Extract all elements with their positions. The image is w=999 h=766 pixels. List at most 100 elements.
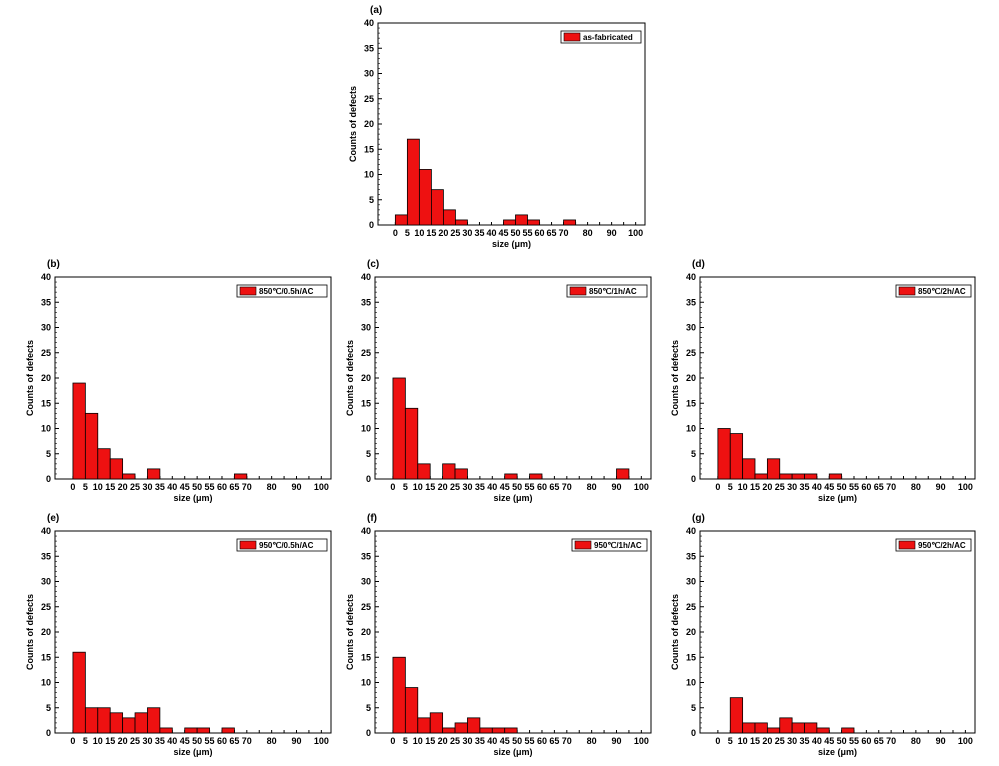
histogram-bar <box>72 382 86 480</box>
histogram-bar <box>455 219 468 226</box>
x-tick-label: 90 <box>291 482 301 492</box>
x-tick-label: 65 <box>874 736 884 746</box>
y-tick-label: 35 <box>41 551 51 561</box>
y-tick-label: 0 <box>366 728 371 738</box>
x-axis-label: size (μm) <box>818 747 857 757</box>
x-tick-label: 60 <box>217 736 227 746</box>
x-tick-label: 0 <box>393 228 398 238</box>
x-tick-label: 15 <box>425 482 435 492</box>
x-tick-label: 80 <box>587 736 597 746</box>
y-axis-label: Counts of defects <box>670 340 680 416</box>
x-tick-label: 0 <box>390 736 395 746</box>
histogram-bar <box>804 473 818 480</box>
x-tick-label: 90 <box>607 228 617 238</box>
x-tick-label: 60 <box>217 482 227 492</box>
legend-label: 950℃/0.5h/AC <box>259 541 314 550</box>
panel-label: (d) <box>692 259 705 270</box>
x-tick-label: 15 <box>426 228 436 238</box>
x-tick-label: 70 <box>886 482 896 492</box>
x-tick-label: 70 <box>559 228 569 238</box>
x-tick-label: 20 <box>438 228 448 238</box>
histogram-bar <box>841 727 855 734</box>
y-tick-label: 40 <box>686 526 696 536</box>
panel-label: (e) <box>47 513 59 524</box>
legend-label: as-fabricated <box>583 33 633 42</box>
x-tick-label: 100 <box>628 228 643 238</box>
x-tick-label: 35 <box>799 482 809 492</box>
x-tick-label: 40 <box>812 482 822 492</box>
x-tick-label: 65 <box>547 228 557 238</box>
histogram-bar <box>791 473 805 480</box>
legend-label: 850℃/0.5h/AC <box>259 287 314 296</box>
histogram-bar <box>84 707 99 734</box>
histogram-bar <box>97 448 111 480</box>
legend-swatch <box>574 540 592 550</box>
y-tick-label: 40 <box>41 272 51 282</box>
histogram-bar <box>766 458 781 480</box>
x-tick-label: 35 <box>475 736 485 746</box>
x-tick-label: 0 <box>715 482 720 492</box>
x-tick-label: 45 <box>500 736 510 746</box>
x-tick-label: 5 <box>83 736 88 746</box>
y-tick-label: 25 <box>41 348 51 358</box>
x-tick-label: 5 <box>405 228 410 238</box>
x-tick-label: 60 <box>861 482 871 492</box>
x-tick-label: 30 <box>462 482 472 492</box>
y-tick-label: 30 <box>361 577 371 587</box>
y-tick-label: 15 <box>41 652 51 662</box>
x-tick-label: 40 <box>167 482 177 492</box>
legend-box <box>566 284 648 298</box>
y-tick-label: 5 <box>691 703 696 713</box>
x-tick-label: 100 <box>314 482 329 492</box>
x-tick-label: 55 <box>205 736 215 746</box>
y-axis-label: Counts of defects <box>25 340 35 416</box>
x-tick-label: 20 <box>438 736 448 746</box>
histogram-bar <box>503 219 516 226</box>
x-tick-label: 100 <box>958 482 973 492</box>
histogram-bar <box>527 219 540 226</box>
y-tick-label: 20 <box>364 119 374 129</box>
x-axis-label: size (μm) <box>173 493 212 503</box>
x-tick-label: 5 <box>83 482 88 492</box>
x-tick-label: 90 <box>611 482 621 492</box>
y-tick-label: 20 <box>41 627 51 637</box>
x-tick-label: 40 <box>486 228 496 238</box>
histogram-bar <box>779 473 793 480</box>
x-tick-label: 60 <box>537 736 547 746</box>
histogram-bar <box>109 712 124 734</box>
y-tick-label: 10 <box>41 678 51 688</box>
y-tick-label: 40 <box>361 526 371 536</box>
x-tick-label: 50 <box>837 482 847 492</box>
x-tick-label: 40 <box>487 482 497 492</box>
x-tick-label: 30 <box>462 736 472 746</box>
x-tick-label: 100 <box>958 736 973 746</box>
histogram-bar <box>742 722 756 734</box>
histogram-bar <box>72 651 86 734</box>
x-tick-label: 45 <box>500 482 510 492</box>
histogram-bar <box>134 712 148 734</box>
x-tick-label: 80 <box>267 736 277 746</box>
x-tick-label: 50 <box>192 736 202 746</box>
x-tick-label: 0 <box>70 482 75 492</box>
legend-box <box>236 538 328 552</box>
histogram-bar <box>404 407 419 480</box>
histogram-bar <box>754 473 768 480</box>
y-tick-label: 40 <box>364 18 374 28</box>
y-tick-label: 10 <box>361 424 371 434</box>
x-tick-label: 90 <box>611 736 621 746</box>
histogram-bar <box>828 473 843 480</box>
histogram-bar <box>442 463 456 480</box>
x-tick-label: 90 <box>936 482 946 492</box>
x-tick-label: 30 <box>462 228 472 238</box>
panel-label: (g) <box>692 513 705 524</box>
x-tick-label: 55 <box>205 482 215 492</box>
y-tick-label: 20 <box>686 373 696 383</box>
y-tick-label: 5 <box>46 449 51 459</box>
x-tick-label: 15 <box>105 736 115 746</box>
plot-frame <box>54 530 332 734</box>
histogram-bar <box>491 727 506 734</box>
histogram-bar <box>454 468 468 480</box>
